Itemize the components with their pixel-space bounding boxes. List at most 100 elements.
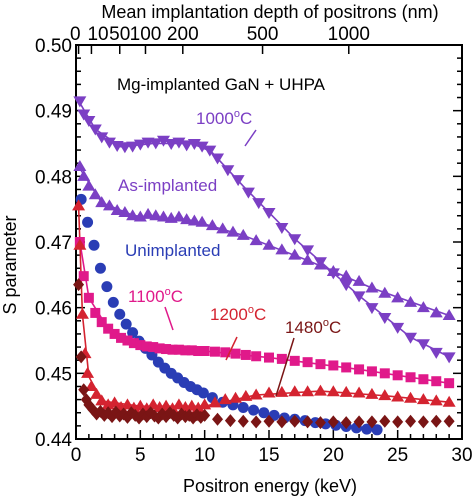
data-point (77, 169, 91, 181)
data-point (88, 124, 102, 136)
data-point (378, 389, 392, 401)
data-point (208, 396, 222, 408)
data-point (365, 387, 379, 399)
data-point (340, 416, 352, 430)
data-point (199, 408, 211, 422)
data-point (378, 286, 392, 298)
data-point (224, 414, 236, 428)
data-point (328, 360, 339, 371)
series-label: 1000oC (196, 108, 252, 128)
data-point (378, 313, 392, 325)
y-tick-label: 0.48 (35, 167, 72, 188)
data-point (288, 385, 302, 397)
data-point (110, 203, 124, 215)
series-label: 1200oC (210, 304, 266, 324)
data-point (276, 353, 287, 364)
data-point (83, 292, 94, 303)
data-point (251, 351, 262, 362)
y-tick-label: 0.50 (35, 36, 72, 57)
data-point (90, 387, 104, 399)
y-tick-label: 0.45 (35, 364, 72, 385)
data-point (114, 308, 126, 320)
data-point (353, 415, 365, 429)
tick-labels: 0 5 10 15 20 25 30 0.44 0.45 0.46 0.47 0.48 0.49 0.50… (35, 24, 473, 466)
data-point (128, 338, 139, 349)
data-point (429, 306, 443, 318)
data-point (73, 238, 87, 250)
data-point (126, 141, 140, 153)
data-point (252, 198, 266, 210)
data-point (405, 414, 417, 428)
data-point (339, 280, 353, 292)
data-point (417, 415, 429, 429)
data-point (262, 238, 276, 250)
data-point (371, 424, 383, 436)
data-point (148, 342, 159, 353)
data-point (326, 265, 340, 277)
data-point (221, 165, 235, 177)
data-point (301, 253, 315, 265)
series-label: 1100oC (128, 286, 183, 306)
data-point (90, 307, 101, 318)
data-point (404, 295, 418, 307)
axis-ticks (75, 44, 463, 440)
data-point (236, 228, 250, 240)
data-point (352, 386, 366, 398)
data-point (262, 386, 276, 398)
data-point (443, 414, 455, 428)
data-point (203, 145, 217, 157)
data-point (96, 317, 107, 328)
data-point (209, 346, 220, 357)
data-point (172, 210, 186, 222)
chart-title: Mg-implanted GaN + UHPA (117, 75, 326, 94)
data-point (141, 207, 155, 219)
data-point (418, 374, 429, 385)
data-point (195, 215, 209, 227)
data-point (237, 401, 249, 413)
data-point (95, 196, 109, 208)
data-point (78, 271, 89, 282)
data-point (404, 391, 418, 403)
data-point (195, 141, 209, 153)
data-point (289, 414, 301, 428)
data-point (154, 343, 165, 354)
annotations: 1000oC As-implanted Unimplanted 1100oC 1200o… (118, 108, 341, 397)
data-point (216, 222, 230, 234)
data-point (379, 414, 391, 428)
data-point (361, 423, 373, 435)
data-point (102, 199, 116, 211)
top-tick-label: 200 (167, 24, 199, 45)
data-point (77, 109, 91, 121)
data-point (314, 416, 326, 430)
data-point (135, 340, 146, 351)
data-point (430, 414, 442, 428)
data-point (95, 394, 109, 406)
x-tick-label: 30 (451, 445, 472, 466)
data-point (264, 352, 274, 363)
data-point (193, 346, 204, 357)
data-point (226, 225, 240, 237)
data-point (405, 372, 416, 383)
data-point (392, 415, 404, 429)
data-point (289, 355, 300, 366)
data-point (133, 139, 147, 151)
data-point (315, 359, 326, 370)
data-point (404, 332, 418, 344)
leader-line (244, 129, 257, 147)
data-point (313, 384, 327, 396)
data-point (288, 248, 302, 260)
data-point (302, 415, 314, 429)
data-point (442, 395, 456, 407)
x-tick-label: 20 (323, 445, 344, 466)
data-point (391, 291, 405, 303)
data-point (127, 327, 139, 339)
leader-line (164, 306, 174, 331)
data-point (352, 274, 366, 286)
data-point (88, 239, 100, 251)
data-point (230, 348, 241, 359)
data-point (118, 407, 130, 421)
data-point (288, 234, 302, 246)
data-point (103, 323, 114, 334)
data-point (149, 209, 163, 221)
